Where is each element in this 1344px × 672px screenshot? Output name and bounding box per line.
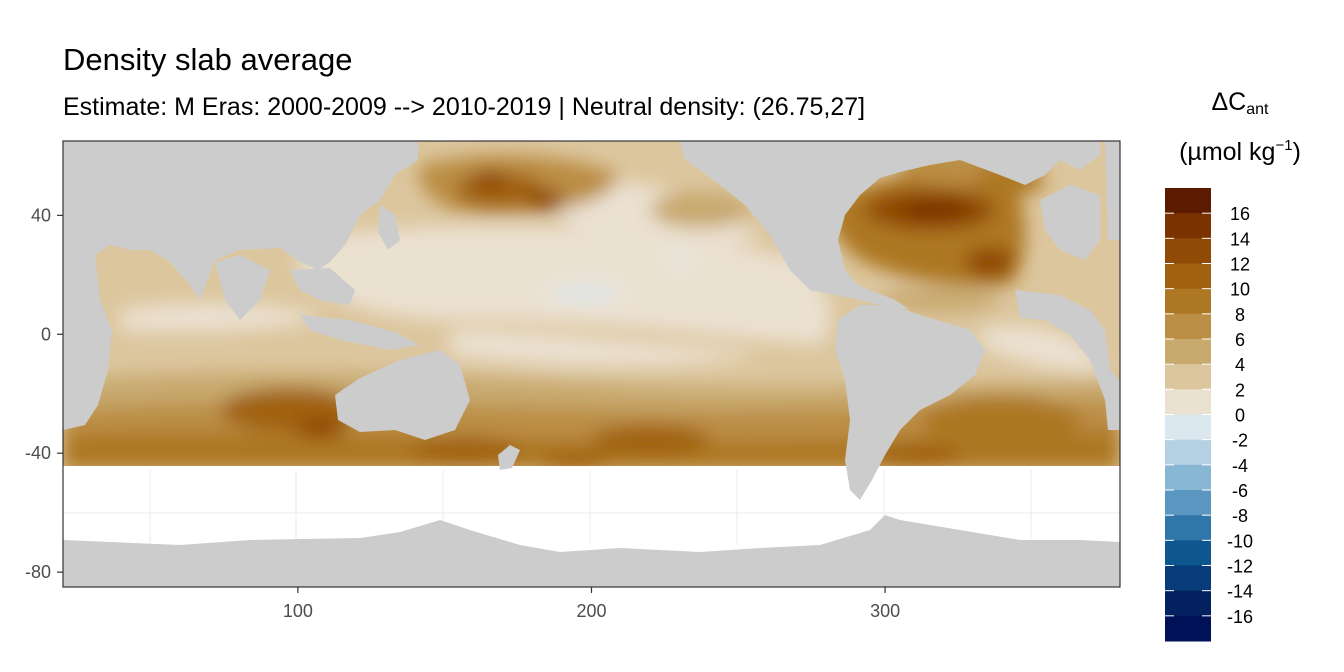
legend-break-label: -4 xyxy=(1232,456,1248,476)
land-africa-west-coast xyxy=(1015,290,1120,430)
legend-break-label: -6 xyxy=(1232,481,1248,501)
legend-title: ΔCant (µmol kg−1) xyxy=(1140,84,1340,170)
legend-color-segment xyxy=(1165,238,1211,264)
legend-break-label: 14 xyxy=(1230,229,1250,249)
chart-subtitle: Estimate: M Eras: 2000-2009 --> 2010-201… xyxy=(63,93,866,121)
legend-unit-open: (µmol kg xyxy=(1179,138,1276,166)
legend-color-segment xyxy=(1165,339,1211,365)
land-indonesia xyxy=(300,315,420,350)
land-australia xyxy=(335,350,470,440)
land-africa-asia xyxy=(63,141,418,430)
x-tick-label: 100 xyxy=(283,601,313,621)
legend-break-label: 10 xyxy=(1230,280,1250,300)
legend-variable-main: ΔC xyxy=(1211,88,1247,116)
y-tick-label: 40 xyxy=(31,205,51,225)
legend-break-label: 4 xyxy=(1235,355,1245,375)
y-tick-label: -80 xyxy=(25,562,51,582)
land-north-america xyxy=(680,141,1100,310)
legend-color-segment xyxy=(1165,515,1211,541)
legend-color-segment xyxy=(1165,565,1211,592)
legend-break-label: -10 xyxy=(1227,531,1253,551)
legend-variable-subscript: ant xyxy=(1246,101,1269,118)
legend-break-label: -12 xyxy=(1227,557,1253,577)
legend-color-segment xyxy=(1165,590,1211,617)
land-new-zealand xyxy=(498,445,520,470)
legend-break-label: 8 xyxy=(1235,305,1245,325)
y-axis: 40 0 -40 -80 xyxy=(25,205,63,582)
legend-break-label: -2 xyxy=(1232,431,1248,451)
legend-break-label: 0 xyxy=(1235,406,1245,426)
legend-color-segment xyxy=(1165,213,1211,239)
land-india xyxy=(215,255,270,320)
legend-color-segment xyxy=(1165,464,1211,491)
y-tick-label: 0 xyxy=(41,324,51,344)
legend-color-segment xyxy=(1165,615,1211,642)
legend-color-segment xyxy=(1165,288,1211,315)
legend-break-label: 6 xyxy=(1235,330,1245,350)
x-tick-label: 300 xyxy=(870,601,900,621)
legend-color-segment xyxy=(1165,364,1211,390)
legend-color-segment xyxy=(1165,263,1211,290)
land-europe xyxy=(1040,185,1100,260)
legend-color-segment xyxy=(1165,490,1211,516)
x-axis: 100 200 300 xyxy=(283,587,900,621)
legend-variable: ΔCant xyxy=(1140,84,1340,128)
land-south-america xyxy=(835,305,985,500)
land-indochina xyxy=(290,268,355,305)
legend-color-segment xyxy=(1165,414,1211,441)
legend-unit-close: ) xyxy=(1292,138,1301,166)
chart-title: Density slab average xyxy=(63,42,353,77)
legend-break-label: 2 xyxy=(1235,380,1245,400)
legend-color-segment xyxy=(1165,188,1211,214)
y-tick-label: -40 xyxy=(25,443,51,463)
land-antarctica xyxy=(63,515,1120,587)
legend-unit-superscript: −1 xyxy=(1275,137,1293,154)
legend-color-segment xyxy=(1165,389,1211,415)
landmasses xyxy=(63,141,1120,587)
legend-color-segment xyxy=(1165,540,1211,566)
land-japan xyxy=(378,205,400,250)
x-tick-label: 200 xyxy=(576,601,606,621)
legend-labels: 16 14 12 10 8 6 4 2 0 -2 -4 -6 -8 -10 -12 -14 -16 xyxy=(1227,204,1253,627)
legend-break-label: -16 xyxy=(1227,607,1253,627)
legend-break-label: -8 xyxy=(1232,506,1248,526)
legend-break-label: 16 xyxy=(1230,204,1250,224)
legend-unit: (µmol kg−1) xyxy=(1140,128,1340,170)
map-panel xyxy=(63,141,1120,587)
land-east-edge xyxy=(1105,141,1120,240)
legend-color-segment xyxy=(1165,439,1211,466)
legend-break-label: 12 xyxy=(1230,255,1250,275)
legend-break-label: -14 xyxy=(1227,582,1253,602)
legend-color-segment xyxy=(1165,313,1211,340)
legend-colorbar xyxy=(1165,188,1211,642)
